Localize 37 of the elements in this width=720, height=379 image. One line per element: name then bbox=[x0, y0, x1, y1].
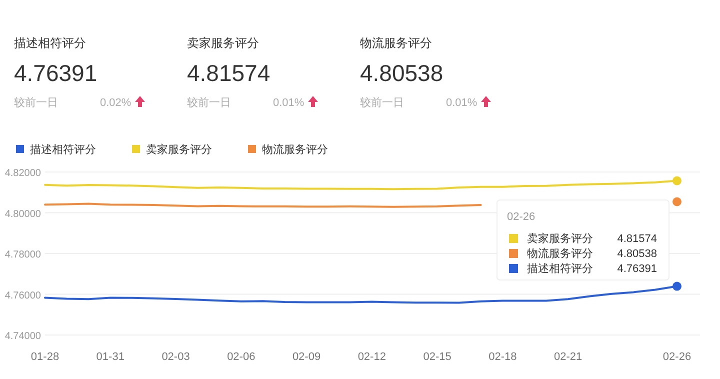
x-tick-label: 02-12 bbox=[358, 351, 386, 363]
x-tick-label: 02-15 bbox=[423, 351, 452, 363]
text: 物流服务评分 bbox=[262, 144, 328, 156]
text: 较前一日 bbox=[360, 96, 404, 109]
y-tick-label: 4.80000 bbox=[4, 208, 42, 220]
text: 0.02% bbox=[100, 97, 132, 109]
text: 0.01% bbox=[273, 97, 304, 109]
x-tick-label: 02-21 bbox=[554, 351, 582, 363]
text: 4.76391 bbox=[14, 60, 98, 86]
x-tick-label: 01-31 bbox=[96, 351, 124, 363]
x-tick-label: 02-03 bbox=[162, 351, 190, 363]
annotation: 4.76391 bbox=[617, 263, 657, 275]
y-tick-label: 4.82000 bbox=[4, 168, 42, 179]
text: 物流服务评分 bbox=[360, 36, 432, 50]
y-tick-label: 4.76000 bbox=[4, 290, 42, 302]
text: 描述相符评分 bbox=[14, 36, 86, 50]
text: 较前一日 bbox=[187, 96, 231, 109]
x-tick-label: 02-18 bbox=[488, 351, 517, 363]
legend-label: 卖家服务评分 bbox=[146, 143, 212, 156]
legend-label: 物流服务评分 bbox=[527, 247, 593, 260]
x-tick-label: 02-09 bbox=[292, 351, 321, 363]
text: 卖家服务评分 bbox=[527, 233, 593, 245]
text: 描述相符评分 bbox=[30, 144, 96, 156]
annotation: 4.81574 bbox=[617, 233, 657, 245]
text: 4.80538 bbox=[360, 60, 444, 86]
x-tick-label: 02-06 bbox=[227, 351, 256, 363]
text: 4.81574 bbox=[187, 60, 270, 86]
y-tick-label: 4.74000 bbox=[4, 331, 42, 342]
x-tick-label: 02-26 bbox=[662, 351, 692, 363]
text: 卖家服务评分 bbox=[187, 36, 259, 50]
legend-label: 描述相符评分 bbox=[527, 262, 593, 275]
y-tick-label: 4.78000 bbox=[4, 250, 42, 260]
x-tick-label: 01-28 bbox=[30, 351, 60, 363]
annotation: 4.80538 bbox=[617, 248, 657, 260]
text: 较前一日 bbox=[14, 96, 58, 109]
annotation: 02-26 bbox=[507, 211, 536, 223]
text: 0.01% bbox=[446, 97, 478, 109]
